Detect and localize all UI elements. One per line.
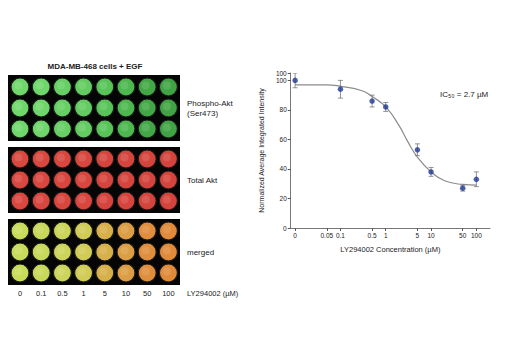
- svg-text:0.5: 0.5: [368, 232, 377, 239]
- svg-text:0: 0: [283, 225, 287, 232]
- svg-text:10: 10: [122, 289, 130, 298]
- svg-text:5: 5: [416, 232, 420, 239]
- svg-text:(Ser473): (Ser473): [187, 109, 218, 118]
- svg-text:0.5: 0.5: [57, 289, 67, 298]
- svg-text:0.1: 0.1: [36, 289, 46, 298]
- svg-text:LY294002 (µM): LY294002 (µM): [187, 289, 239, 298]
- svg-text:80: 80: [280, 106, 288, 113]
- svg-text:10: 10: [427, 232, 435, 239]
- svg-text:100: 100: [276, 70, 287, 77]
- svg-text:50: 50: [143, 289, 151, 298]
- svg-text:5: 5: [103, 289, 107, 298]
- svg-text:Total Akt: Total Akt: [187, 176, 218, 185]
- svg-text:0: 0: [293, 232, 297, 239]
- svg-text:100: 100: [162, 289, 175, 298]
- svg-text:1: 1: [384, 232, 388, 239]
- svg-text:Normalized Average Integrated: Normalized Average Integrated Intensity: [258, 88, 266, 213]
- svg-text:50: 50: [459, 232, 467, 239]
- svg-text:0.05: 0.05: [320, 232, 333, 239]
- svg-text:20: 20: [280, 195, 288, 202]
- svg-text:MDA-MB-468 cells + EGF: MDA-MB-468 cells + EGF: [48, 62, 143, 71]
- svg-text:Phospho-Akt: Phospho-Akt: [187, 99, 234, 108]
- svg-text:merged: merged: [187, 248, 214, 257]
- svg-text:100: 100: [471, 232, 482, 239]
- svg-text:0: 0: [18, 289, 22, 298]
- svg-text:LY294002 Concentration (µM): LY294002 Concentration (µM): [340, 245, 441, 254]
- svg-text:0.1: 0.1: [336, 232, 345, 239]
- svg-text:60: 60: [280, 136, 288, 143]
- svg-text:1: 1: [82, 289, 86, 298]
- svg-text:40: 40: [280, 165, 288, 172]
- svg-text:100: 100: [276, 77, 287, 84]
- svg-text:IC₅₀ = 2.7 µM: IC₅₀ = 2.7 µM: [440, 90, 489, 99]
